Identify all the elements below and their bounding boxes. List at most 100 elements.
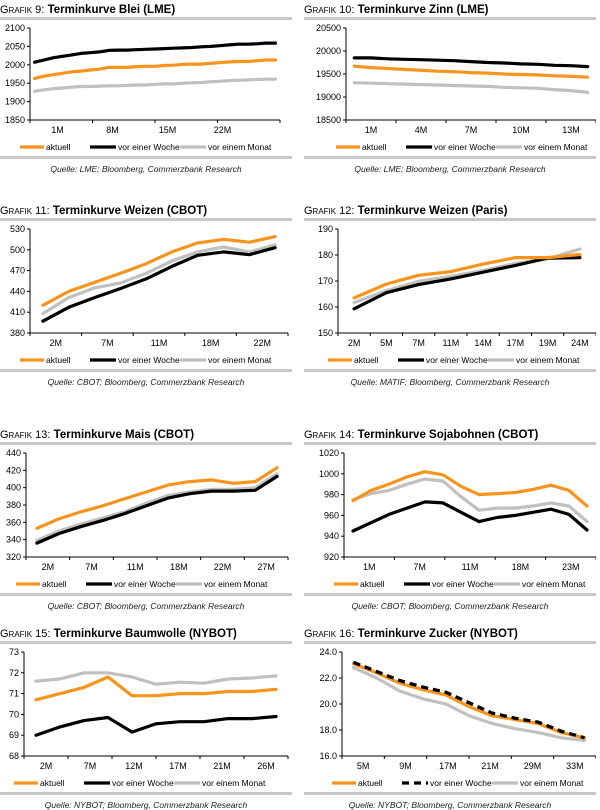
legend: aktuell vor einer Woche vor einem Monat: [328, 355, 580, 365]
legend-label: vor einem Monat: [524, 142, 588, 152]
chart-number: Grafik 15:: [0, 628, 51, 640]
chart-title: Grafik 12: Terminkurve Weizen (Paris): [304, 205, 507, 217]
chart-number: Grafik 11:: [0, 205, 50, 217]
line-chart: 16.0 18.0 20.0 22.0 24.0 5M 9M 17M 21M 29M 33M aktu…: [319, 647, 596, 788]
chart-title-text: Terminkurve Sojabohnen (CBOT): [357, 429, 539, 441]
y-tick-label: 1020: [319, 448, 339, 458]
legend-label: vor einem Monat: [208, 355, 272, 365]
y-tick-label: 980: [324, 490, 339, 500]
y-tick-label: 20.0: [319, 699, 337, 709]
chart-source: Quelle: CBOT; Bloomberg, Commerzbank Res…: [47, 601, 245, 611]
y-tick-label: 960: [324, 510, 339, 520]
x-tick-label: 9M: [399, 761, 412, 771]
chart-title-text: Terminkurve Zucker (NYBOT): [357, 628, 518, 640]
chart-panel: Grafik 10: Terminkurve Zinn (LME) 18500 19…: [304, 2, 596, 202]
chart-title-text: Terminkurve Blei (LME): [47, 4, 176, 16]
source-divider: [0, 369, 292, 372]
x-tick-label: 15M: [159, 125, 177, 135]
y-tick-label: 940: [324, 531, 339, 541]
chart-number: Grafik 16:: [304, 628, 355, 640]
x-tick-label: 11M: [127, 562, 144, 572]
source-divider: [0, 792, 292, 795]
y-tick-label: 380: [10, 328, 25, 338]
y-tick-label: 340: [6, 535, 21, 545]
x-tick-label: 29M: [524, 761, 542, 771]
y-tick-label: 68: [9, 751, 19, 761]
x-tick-label: 8M: [106, 125, 119, 135]
y-tick-label: 71: [9, 689, 19, 699]
x-tick-label: 17M: [507, 338, 525, 348]
y-tick-label: 18.0: [319, 725, 337, 735]
series-line-vor-einer-woche: [352, 56, 590, 69]
x-tick-label: 1M: [363, 562, 376, 572]
series-line-vor-einer-woche: [34, 714, 278, 737]
chart-panel: Grafik 11: Terminkurve Weizen (CBOT) 380 4…: [0, 203, 292, 403]
legend-label: aktuell: [362, 142, 387, 152]
x-tick-label: 2M: [40, 761, 53, 771]
series-line-aktuell: [351, 470, 589, 508]
legend: aktuell vor einer Woche vor einem Monat: [14, 778, 266, 788]
x-tick-label: 2M: [42, 562, 55, 572]
legend-label: vor einer Woche: [118, 142, 180, 152]
chart-source: Quelle: CBOT; Bloomberg, Commerzbank Res…: [351, 601, 549, 611]
y-tick-label: 69: [9, 730, 19, 740]
x-tick-label: 11M: [462, 562, 479, 572]
legend-label: vor einer Woche: [430, 778, 492, 788]
chart-source: Quelle: LME; Bloomberg, Commerzbank Rese…: [50, 164, 242, 174]
series-line-aktuell: [352, 64, 590, 79]
y-tick-label: 70: [9, 709, 19, 719]
y-tick-label: 2050: [5, 41, 25, 51]
y-tick-label: 20500: [316, 23, 341, 33]
chart-panel: Grafik 16: Terminkurve Zucker (NYBOT) 16.…: [304, 606, 596, 810]
x-tick-label: 24M: [571, 338, 589, 348]
x-tick-label: 1M: [51, 125, 64, 135]
x-tick-label: 12M: [125, 761, 143, 771]
y-tick-label: 190: [318, 224, 333, 234]
legend-label: vor einer Woche: [114, 579, 176, 589]
legend-label: vor einer Woche: [118, 355, 180, 365]
legend-label: aktuell: [360, 579, 385, 589]
y-tick-label: 410: [10, 307, 25, 317]
chart-source: Quelle: NYBOT; Bloomberg, Commerzbank Re…: [44, 800, 248, 810]
series-line-vor-einem-monat: [351, 666, 587, 743]
line-chart: 920 940 960 980 1000 1020 1M 7M 11M 18M 23M aktuell…: [319, 448, 596, 589]
x-tick-label: 11M: [151, 338, 168, 348]
series-line-vor-einem-monat: [32, 77, 277, 93]
y-tick-label: 22.0: [319, 673, 337, 683]
y-tick-label: 160: [318, 302, 333, 312]
x-tick-label: 10M: [512, 125, 530, 135]
line-chart: 150 160 170 180 190 2M 5M 7M 11M 14M 17M 19M 24M aktu…: [318, 224, 596, 365]
x-tick-label: 33M: [566, 761, 584, 771]
y-tick-label: 440: [6, 448, 21, 458]
series-line-vor-einer-woche: [351, 500, 589, 533]
x-tick-label: 2M: [50, 338, 63, 348]
chart-title-text: Terminkurve Weizen (Paris): [357, 205, 508, 217]
y-tick-label: 920: [324, 552, 339, 562]
x-tick-label: 7M: [412, 338, 425, 348]
x-tick-label: 7M: [413, 562, 426, 572]
source-divider: [0, 593, 292, 596]
x-tick-label: 23M: [562, 562, 580, 572]
x-tick-label: 7M: [84, 761, 97, 771]
source-divider: [304, 593, 596, 596]
chart-title: Grafik 16: Terminkurve Zucker (NYBOT): [304, 628, 518, 640]
x-tick-label: 2M: [348, 338, 361, 348]
title-divider: [0, 17, 292, 20]
series-line-vor-einer-woche: [352, 255, 582, 311]
x-tick-label: 7M: [85, 562, 98, 572]
chart-panel: Grafik 13: Terminkurve Mais (CBOT) 320 340…: [0, 405, 292, 611]
series-line-vor-einem-monat: [35, 472, 279, 543]
title-divider: [304, 218, 596, 221]
x-tick-label: 17M: [169, 761, 187, 771]
series-line-aktuell: [35, 466, 279, 531]
y-tick-label: 440: [10, 286, 25, 296]
y-tick-label: 150: [318, 328, 333, 338]
x-tick-label: 27M: [257, 562, 275, 572]
y-tick-label: 470: [10, 266, 25, 276]
legend-label: aktuell: [354, 355, 379, 365]
series-line-vor-einem-monat: [352, 81, 590, 95]
x-tick-label: 17M: [439, 761, 457, 771]
series-line-vor-einer-woche: [32, 41, 277, 64]
chart-panel: Grafik 15: Terminkurve Baumwolle (NYBOT)…: [0, 606, 292, 810]
chart-number: Grafik 9:: [0, 4, 45, 16]
